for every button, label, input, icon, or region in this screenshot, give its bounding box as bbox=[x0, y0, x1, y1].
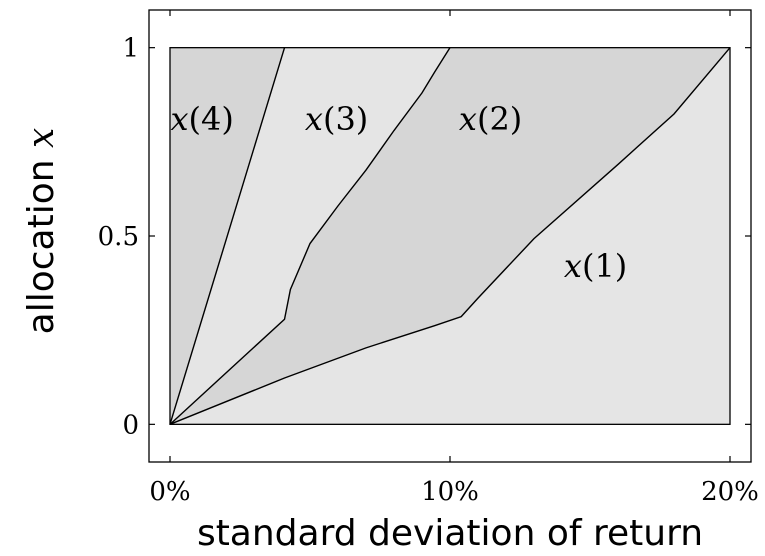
boundaries-layer bbox=[169, 47, 731, 425]
regions-layer bbox=[170, 47, 730, 425]
region-3-area bbox=[170, 47, 450, 425]
region-label-4: x(4) bbox=[171, 100, 234, 138]
x-tick-label: 10% bbox=[421, 477, 479, 507]
labels-layer: x(1) x(2) x(3) x(4) bbox=[171, 100, 628, 285]
region-label-1: x(1) bbox=[564, 247, 627, 285]
ticks-layer: 0% 10% 20% 0 0.5 1 bbox=[98, 10, 759, 507]
boundary-line-2 bbox=[169, 47, 451, 425]
x-axis-title: standard deviation of return bbox=[197, 513, 703, 554]
region-1-area bbox=[170, 47, 730, 425]
region-label-3: x(3) bbox=[305, 100, 368, 138]
boundary-line-3 bbox=[169, 47, 286, 425]
x-tick-label: 0% bbox=[149, 477, 190, 507]
y-tick-label: 1 bbox=[122, 34, 139, 64]
boundary-line-1 bbox=[169, 47, 731, 425]
x-tick-label: 20% bbox=[701, 477, 759, 507]
data-frame bbox=[169, 47, 731, 425]
y-tick-label: 0.5 bbox=[98, 222, 139, 252]
region-label-2: x(2) bbox=[459, 100, 522, 138]
region-2-area bbox=[170, 47, 730, 425]
y-axis-title: allocation x bbox=[21, 128, 62, 335]
y-tick-label: 0 bbox=[122, 410, 139, 440]
